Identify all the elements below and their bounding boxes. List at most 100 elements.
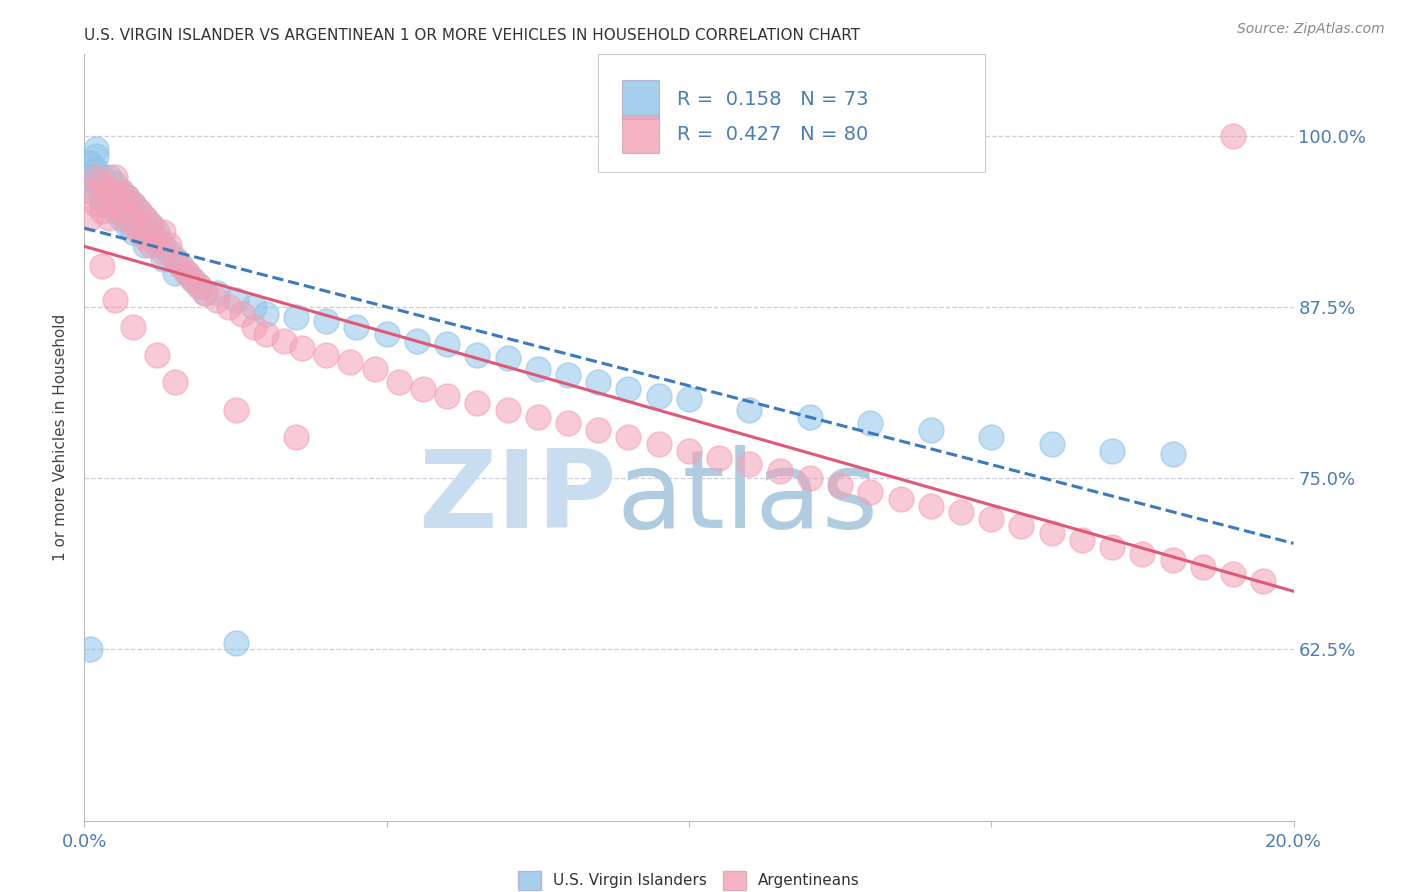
Point [165,252,187,266]
Point [86,169,108,184]
Point [285,430,308,444]
Point [339,355,361,369]
Point [1130,547,1153,561]
Point [121,197,143,211]
Point [110,184,132,198]
Point [588,423,610,437]
Point [139,238,162,252]
Point [128,225,150,239]
Point [207,286,229,301]
Point [152,252,174,266]
Text: Source: ZipAtlas.com: Source: ZipAtlas.com [1237,22,1385,37]
Point [128,204,150,219]
Text: ZIP: ZIP [418,445,616,551]
Point [104,177,127,191]
Point [128,204,150,219]
Point [980,430,1002,444]
Point [436,389,458,403]
Point [139,231,162,245]
Point [617,382,640,396]
Point [830,478,852,492]
Point [134,231,156,245]
Point [104,169,127,184]
Point [86,177,108,191]
Text: R =  0.427   N = 80: R = 0.427 N = 80 [676,125,868,144]
Point [128,218,150,232]
Point [176,266,198,280]
Point [86,143,108,157]
Point [1222,128,1244,143]
Point [115,211,138,225]
Point [1040,526,1063,541]
Point [1192,560,1215,574]
Point [859,484,882,499]
Point [231,307,253,321]
Point [104,190,127,204]
Point [104,293,127,307]
Point [412,382,434,396]
Point [110,211,132,225]
Point [104,204,127,219]
Point [104,190,127,204]
Point [467,348,489,362]
Point [146,225,169,239]
Point [79,184,101,198]
Point [799,471,821,485]
Point [157,238,180,252]
Point [176,266,198,280]
Point [285,310,308,324]
Point [225,635,247,649]
Point [79,169,101,184]
Point [436,337,458,351]
Point [91,190,114,204]
Point [557,417,579,431]
Point [648,437,671,451]
Point [165,252,187,266]
Legend: U.S. Virgin Islanders, Argentineans: U.S. Virgin Islanders, Argentineans [519,871,859,889]
Text: R =  0.158   N = 73: R = 0.158 N = 73 [676,90,869,109]
Point [920,499,942,513]
Point [242,300,264,314]
Point [1161,553,1184,567]
Point [91,259,114,273]
Point [170,259,193,273]
Text: atlas: atlas [616,445,879,551]
Point [315,348,337,362]
Point [79,642,101,657]
Point [79,211,101,225]
Point [527,361,550,376]
Point [139,218,162,232]
Point [1101,540,1123,554]
Point [950,505,973,519]
Point [97,184,120,198]
Point [91,197,114,211]
Point [134,211,156,225]
Point [91,177,114,191]
Point [146,238,169,252]
Point [496,351,519,365]
Point [86,163,108,178]
Point [170,259,193,273]
Point [980,512,1002,526]
Point [738,402,761,417]
Point [1071,533,1094,547]
Point [738,458,761,472]
Point [152,245,174,260]
Point [1011,519,1033,533]
Point [406,334,429,349]
Point [1253,574,1275,588]
Point [388,376,411,390]
Point [273,334,295,349]
Point [181,272,204,286]
Point [134,211,156,225]
Point [1101,443,1123,458]
Point [110,204,132,219]
Point [157,245,180,260]
Point [188,279,211,293]
Point [115,190,138,204]
Point [194,286,217,301]
Point [254,327,277,342]
Point [134,238,156,252]
Point [110,184,132,198]
Text: U.S. VIRGIN ISLANDER VS ARGENTINEAN 1 OR MORE VEHICLES IN HOUSEHOLD CORRELATION : U.S. VIRGIN ISLANDER VS ARGENTINEAN 1 OR… [84,28,860,43]
